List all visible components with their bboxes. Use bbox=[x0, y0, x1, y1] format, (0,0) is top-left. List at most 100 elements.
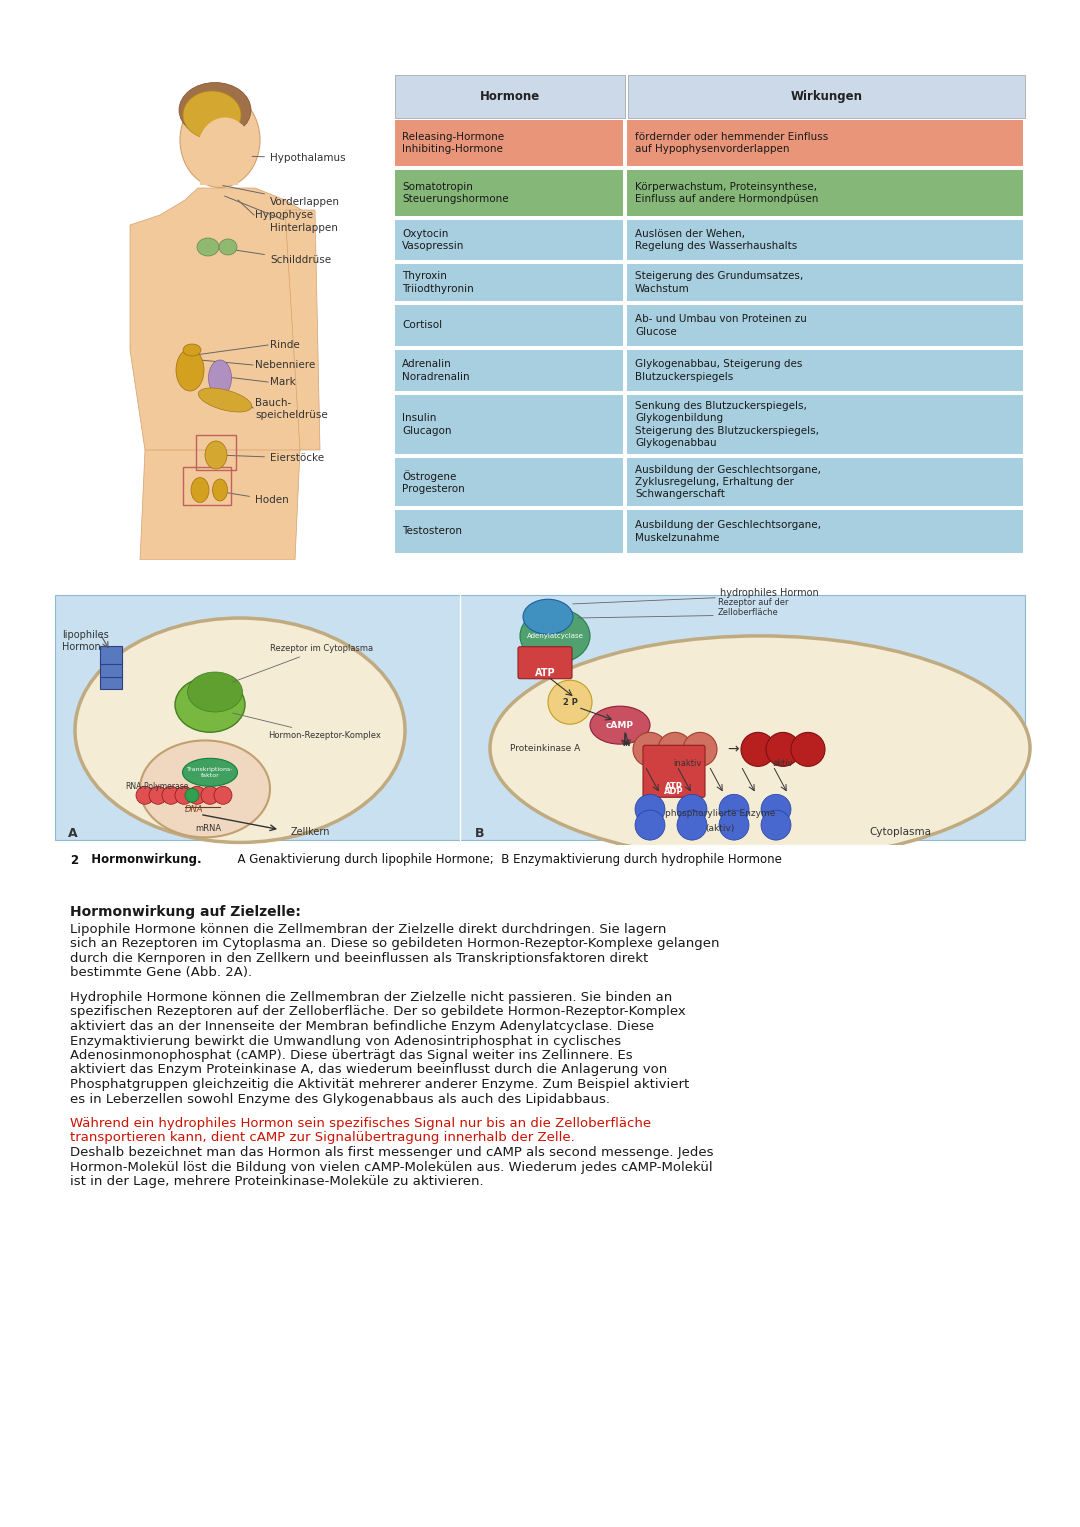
Text: Ausbildung der Geschlechtsorgane,
Zyklusregelung, Erhaltung der
Schwangerschaft: Ausbildung der Geschlechtsorgane, Zyklus… bbox=[635, 464, 821, 499]
Text: Hormonwirkung auf Zielzelle:: Hormonwirkung auf Zielzelle: bbox=[70, 906, 301, 919]
Text: Hormon-Molekül löst die Bildung von vielen cAMP-Molekülen aus. Wiederum jedes cA: Hormon-Molekül löst die Bildung von viel… bbox=[70, 1161, 713, 1174]
Ellipse shape bbox=[183, 92, 241, 139]
Text: ATP: ATP bbox=[665, 782, 683, 791]
Bar bbox=[395, 458, 623, 505]
Bar bbox=[100, 672, 122, 689]
Ellipse shape bbox=[197, 238, 219, 257]
Bar bbox=[395, 264, 623, 301]
Circle shape bbox=[741, 733, 775, 767]
Text: Östrogene
Progesteron: Östrogene Progesteron bbox=[402, 470, 464, 495]
Text: sich an Rezeptoren im Cytoplasma an. Diese so gebildeten Hormon-Rezeptor-Komplex: sich an Rezeptoren im Cytoplasma an. Die… bbox=[70, 938, 719, 950]
Text: Hormonwirkung.: Hormonwirkung. bbox=[83, 854, 202, 866]
Text: Rezeptor auf der
Zelloberfläche: Rezeptor auf der Zelloberfläche bbox=[718, 599, 788, 617]
Circle shape bbox=[162, 786, 180, 805]
Text: Phosphatgruppen gleichzeitig die Aktivität mehrerer anderer Enzyme. Zum Beispiel: Phosphatgruppen gleichzeitig die Aktivit… bbox=[70, 1078, 689, 1090]
Text: Adrenalin
Noradrenalin: Adrenalin Noradrenalin bbox=[402, 359, 470, 382]
Circle shape bbox=[548, 680, 592, 724]
Bar bbox=[627, 169, 1023, 215]
Text: ist in der Lage, mehrere Proteinkinase-Moleküle zu aktivieren.: ist in der Lage, mehrere Proteinkinase-M… bbox=[70, 1174, 484, 1188]
Ellipse shape bbox=[205, 441, 227, 469]
Ellipse shape bbox=[183, 344, 201, 356]
Bar bbox=[200, 169, 238, 185]
Bar bbox=[395, 395, 623, 454]
Ellipse shape bbox=[180, 93, 260, 188]
Text: RNA-Polymerase: RNA-Polymerase bbox=[125, 782, 188, 791]
Text: Rinde: Rinde bbox=[270, 341, 300, 350]
Text: Senkung des Blutzuckerspiegels,
Glykogenbildung
Steigerung des Blutzuckerspiegel: Senkung des Blutzuckerspiegels, Glykogen… bbox=[635, 402, 819, 447]
Ellipse shape bbox=[179, 82, 251, 137]
Circle shape bbox=[188, 786, 206, 805]
Text: Hinterlappen: Hinterlappen bbox=[225, 195, 338, 234]
Text: Enzymaktivierung bewirkt die Umwandlung von Adenosintriphosphat in cyclisches: Enzymaktivierung bewirkt die Umwandlung … bbox=[70, 1034, 621, 1048]
Text: hydrophiles Hormon: hydrophiles Hormon bbox=[720, 588, 819, 599]
Bar bbox=[395, 121, 623, 166]
Circle shape bbox=[677, 811, 707, 840]
Ellipse shape bbox=[183, 759, 238, 786]
Ellipse shape bbox=[140, 741, 270, 837]
Ellipse shape bbox=[191, 478, 210, 502]
Circle shape bbox=[719, 794, 750, 825]
Text: phosphorylierte Enzyme: phosphorylierte Enzyme bbox=[665, 809, 775, 817]
Circle shape bbox=[791, 733, 825, 767]
Text: inaktiv: inaktiv bbox=[673, 759, 701, 768]
Circle shape bbox=[214, 786, 232, 805]
Polygon shape bbox=[130, 188, 310, 560]
Bar bbox=[395, 510, 623, 553]
Text: Insulin
Glucagon: Insulin Glucagon bbox=[402, 414, 451, 435]
Circle shape bbox=[635, 811, 665, 840]
Bar bbox=[627, 350, 1023, 391]
Ellipse shape bbox=[219, 240, 237, 255]
Text: mRNA: mRNA bbox=[195, 825, 221, 832]
Ellipse shape bbox=[188, 672, 243, 712]
Circle shape bbox=[683, 733, 717, 767]
Text: Eierstöcke: Eierstöcke bbox=[219, 454, 324, 463]
Polygon shape bbox=[140, 450, 300, 560]
Ellipse shape bbox=[490, 635, 1030, 860]
Text: aktiviert das Enzym Proteinkinase A, das wiederum beeinflusst durch die Anlageru: aktiviert das Enzym Proteinkinase A, das… bbox=[70, 1063, 667, 1077]
Text: Deshalb bezeichnet man das Hormon als first messenger und cAMP als second messen: Deshalb bezeichnet man das Hormon als fi… bbox=[70, 1145, 714, 1159]
Ellipse shape bbox=[523, 599, 573, 634]
Text: Mark: Mark bbox=[270, 377, 296, 386]
Bar bbox=[627, 395, 1023, 454]
Circle shape bbox=[719, 811, 750, 840]
Text: 2 P: 2 P bbox=[563, 698, 578, 707]
Circle shape bbox=[633, 733, 667, 767]
Text: Cytoplasma: Cytoplasma bbox=[869, 826, 931, 837]
Text: aktiv: aktiv bbox=[772, 759, 794, 768]
Text: Hormone: Hormone bbox=[480, 90, 540, 102]
Text: bestimmte Gene (Abb. 2A).: bestimmte Gene (Abb. 2A). bbox=[70, 967, 252, 979]
Bar bbox=[627, 305, 1023, 347]
Bar bbox=[195, 435, 237, 470]
Ellipse shape bbox=[519, 608, 590, 663]
Circle shape bbox=[635, 794, 665, 825]
Text: Adenylatcyclase: Adenylatcyclase bbox=[527, 632, 583, 638]
FancyBboxPatch shape bbox=[518, 647, 572, 678]
Polygon shape bbox=[285, 211, 320, 450]
Text: Ausbildung der Geschlechtsorgane,
Muskelzunahme: Ausbildung der Geschlechtsorgane, Muskel… bbox=[635, 521, 821, 542]
Bar bbox=[183, 467, 231, 505]
Bar bbox=[627, 510, 1023, 553]
Text: Hoden: Hoden bbox=[213, 490, 288, 505]
Text: speicheldrüse: speicheldrüse bbox=[255, 411, 327, 420]
Text: aktiviert das an der Innenseite der Membran befindliche Enzym Adenylatcyclase. D: aktiviert das an der Innenseite der Memb… bbox=[70, 1020, 654, 1032]
Text: Wirkungen: Wirkungen bbox=[791, 90, 863, 102]
Bar bbox=[627, 75, 1025, 118]
Ellipse shape bbox=[198, 118, 253, 183]
Text: durch die Kernporen in den Zellkern und beeinflussen als Transkriptionsfaktoren : durch die Kernporen in den Zellkern und … bbox=[70, 951, 648, 965]
Circle shape bbox=[149, 786, 167, 805]
Text: 2: 2 bbox=[70, 854, 78, 866]
Text: fördernder oder hemmender Einfluss
auf Hypophysenvorderlappen: fördernder oder hemmender Einfluss auf H… bbox=[635, 131, 828, 154]
Bar bbox=[627, 220, 1023, 260]
Text: Auslösen der Wehen,
Regelung des Wasserhaushalts: Auslösen der Wehen, Regelung des Wasserh… bbox=[635, 229, 797, 252]
Text: lipophiles
Hormon: lipophiles Hormon bbox=[62, 631, 109, 652]
Text: Thyroxin
Triiodthyronin: Thyroxin Triiodthyronin bbox=[402, 272, 474, 293]
Circle shape bbox=[761, 811, 791, 840]
Text: Nebenniere: Nebenniere bbox=[255, 360, 315, 370]
Bar bbox=[395, 220, 623, 260]
Bar bbox=[100, 646, 122, 664]
Text: B: B bbox=[475, 828, 485, 840]
Bar bbox=[395, 169, 623, 215]
Text: es in Leberzellen sowohl Enzyme des Glykogenabbaus als auch des Lipidabbaus.: es in Leberzellen sowohl Enzyme des Glyk… bbox=[70, 1092, 610, 1106]
Bar bbox=[627, 264, 1023, 301]
Bar bbox=[100, 658, 122, 676]
